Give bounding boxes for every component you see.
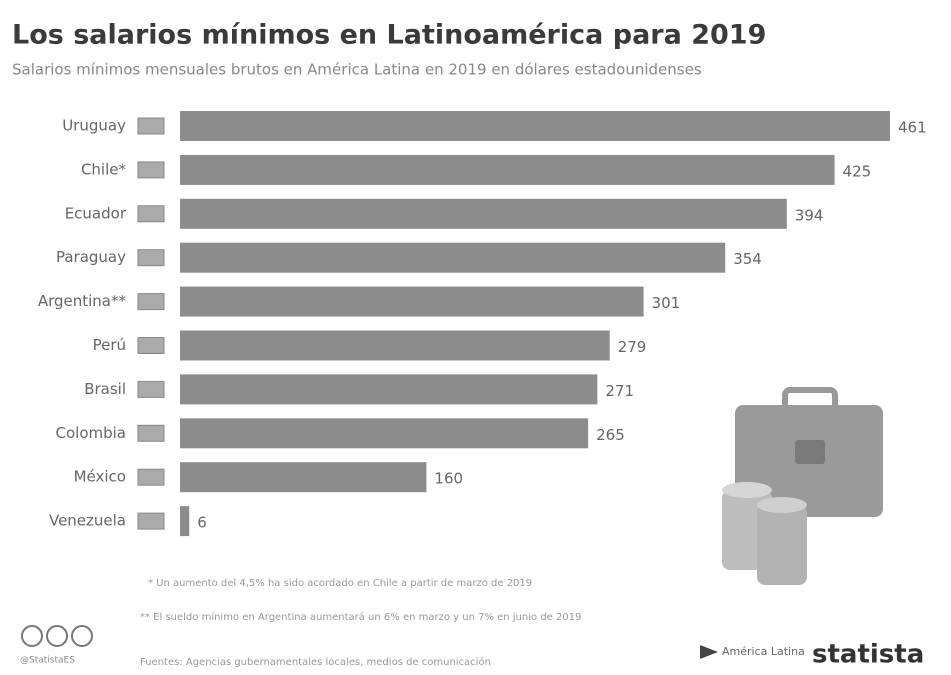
flag <box>137 380 165 398</box>
category-label: Colombia <box>56 424 127 442</box>
chart-title: Los salarios mínimos en Latinoamérica pa… <box>12 20 766 51</box>
category-label: Argentina** <box>38 292 127 310</box>
flag <box>137 468 165 486</box>
value-label: 394 <box>795 206 824 224</box>
value-label: 160 <box>434 470 463 488</box>
value-label: 279 <box>618 338 647 356</box>
bar <box>180 418 589 449</box>
logo: statista <box>812 640 924 670</box>
flag <box>137 205 165 223</box>
bar <box>180 111 890 141</box>
value-label: 301 <box>652 294 681 312</box>
handle: @StatistaES <box>20 656 75 666</box>
bar <box>180 154 835 185</box>
value-label: 6 <box>197 514 207 532</box>
category-label: Venezuela <box>49 512 126 530</box>
partner-icon <box>700 645 718 659</box>
bar <box>180 506 190 537</box>
value-label: 461 <box>898 119 927 137</box>
chart-subtitle: Salarios mínimos mensuales brutos en Amé… <box>12 61 702 79</box>
flag <box>137 161 165 179</box>
bar <box>180 374 598 405</box>
value-label: 265 <box>596 426 625 444</box>
category-label: Chile* <box>81 160 127 178</box>
value-label: 271 <box>605 382 634 400</box>
category-label: Ecuador <box>65 204 127 222</box>
category-label: Paraguay <box>56 248 126 266</box>
category-label: Uruguay <box>62 117 126 135</box>
source: Fuentes: Agencias gubernamentales locale… <box>140 656 491 668</box>
flag <box>137 424 165 442</box>
value-label: 425 <box>843 162 872 180</box>
flag <box>137 293 165 311</box>
note: ** El sueldo mínimo en Argentina aumenta… <box>140 611 581 623</box>
bar <box>180 330 610 361</box>
value-label: 354 <box>733 250 762 268</box>
flag <box>137 117 165 135</box>
category-label: Perú <box>93 336 126 354</box>
bar <box>180 286 644 317</box>
flag <box>137 512 165 530</box>
flag <box>137 337 165 354</box>
bar <box>180 462 427 493</box>
partner-logo: América Latina <box>722 645 805 658</box>
category-label: México <box>74 468 126 486</box>
flag <box>137 249 165 267</box>
illustration <box>722 387 883 585</box>
license-icons <box>21 625 93 647</box>
bar <box>180 242 726 273</box>
bar <box>180 198 787 229</box>
note: * Un aumento del 4,5% ha sido acordado e… <box>148 578 532 589</box>
category-label: Brasil <box>84 380 126 398</box>
